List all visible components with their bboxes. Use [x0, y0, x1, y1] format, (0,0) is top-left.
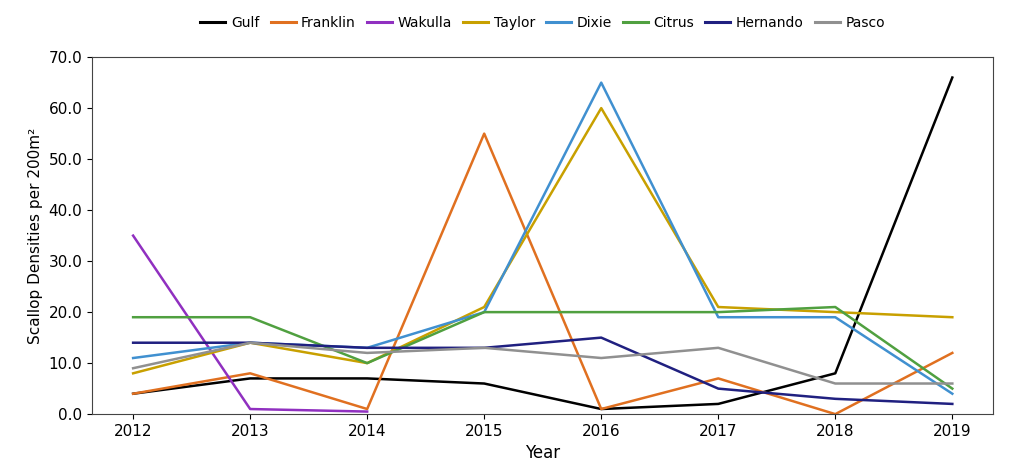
Pasco — [478, 345, 490, 351]
Hernando — [946, 401, 958, 407]
Taylor — [595, 105, 607, 111]
Dixie — [829, 314, 842, 320]
Pasco — [595, 355, 607, 361]
Taylor — [361, 360, 374, 366]
Franklin — [127, 391, 139, 397]
Hernando — [595, 335, 607, 340]
Line: Taylor: Taylor — [133, 108, 952, 373]
Pasco — [244, 340, 256, 346]
Taylor — [829, 309, 842, 315]
Taylor — [127, 370, 139, 376]
Franklin — [712, 376, 724, 381]
Dixie — [595, 80, 607, 86]
Wakulla — [361, 409, 374, 415]
Taylor — [244, 340, 256, 346]
Gulf — [127, 391, 139, 397]
Taylor — [712, 304, 724, 310]
Line: Pasco: Pasco — [133, 343, 952, 384]
Dixie — [946, 391, 958, 397]
Citrus — [244, 314, 256, 320]
Hernando — [127, 340, 139, 346]
Line: Wakulla: Wakulla — [133, 236, 368, 412]
Legend: Gulf, Franklin, Wakulla, Taylor, Dixie, Citrus, Hernando, Pasco: Gulf, Franklin, Wakulla, Taylor, Dixie, … — [195, 10, 891, 36]
Gulf — [595, 406, 607, 412]
Pasco — [361, 350, 374, 356]
Dixie — [127, 355, 139, 361]
Gulf — [946, 75, 958, 80]
Gulf — [361, 376, 374, 381]
Citrus — [127, 314, 139, 320]
Wakulla — [127, 233, 139, 238]
Franklin — [244, 370, 256, 376]
Gulf — [712, 401, 724, 407]
Pasco — [712, 345, 724, 351]
Citrus — [712, 309, 724, 315]
Pasco — [829, 381, 842, 387]
Line: Citrus: Citrus — [133, 307, 952, 388]
Gulf — [478, 381, 490, 387]
Taylor — [946, 314, 958, 320]
Citrus — [829, 304, 842, 310]
Citrus — [595, 309, 607, 315]
Hernando — [361, 345, 374, 351]
Citrus — [361, 360, 374, 366]
Dixie — [712, 314, 724, 320]
Line: Dixie: Dixie — [133, 83, 952, 394]
Y-axis label: Scallop Densities per 200m²: Scallop Densities per 200m² — [28, 128, 43, 344]
Taylor — [478, 304, 490, 310]
Line: Franklin: Franklin — [133, 134, 952, 414]
Dixie — [478, 309, 490, 315]
X-axis label: Year: Year — [525, 445, 560, 462]
Franklin — [946, 350, 958, 356]
Citrus — [478, 309, 490, 315]
Franklin — [478, 131, 490, 137]
Pasco — [946, 381, 958, 387]
Hernando — [829, 396, 842, 402]
Hernando — [712, 386, 724, 391]
Gulf — [244, 376, 256, 381]
Wakulla — [244, 406, 256, 412]
Dixie — [244, 340, 256, 346]
Gulf — [829, 370, 842, 376]
Franklin — [595, 406, 607, 412]
Citrus — [946, 386, 958, 391]
Franklin — [829, 411, 842, 417]
Hernando — [478, 345, 490, 351]
Franklin — [361, 406, 374, 412]
Dixie — [361, 345, 374, 351]
Line: Gulf: Gulf — [133, 78, 952, 409]
Pasco — [127, 366, 139, 371]
Line: Hernando: Hernando — [133, 337, 952, 404]
Hernando — [244, 340, 256, 346]
